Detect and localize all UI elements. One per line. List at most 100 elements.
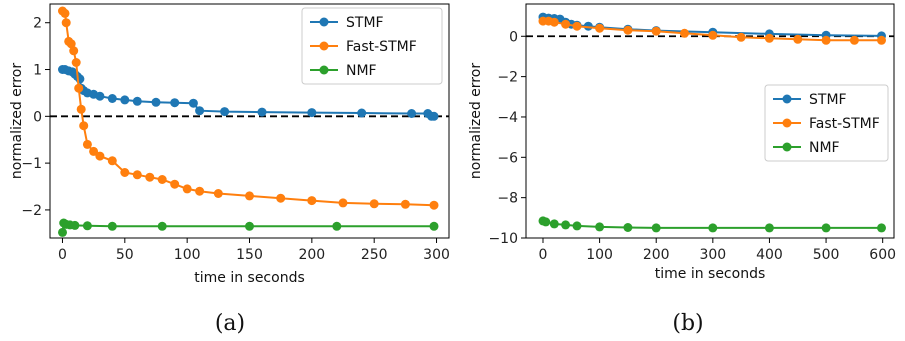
data-point xyxy=(595,23,605,33)
data-point xyxy=(572,221,582,231)
x-tick-label: 600 xyxy=(869,247,896,263)
data-point xyxy=(95,91,105,101)
chart-panel-a: 0 50 100 150 200 250 300 2 1 0 −1 −2 time in seconds… xyxy=(9,3,450,336)
data-point xyxy=(66,39,76,49)
data-point xyxy=(849,35,859,45)
y-tick-label: 0 xyxy=(509,29,518,45)
y-tick-label: −8 xyxy=(497,191,518,207)
legend-entry-label: NMF xyxy=(809,140,840,156)
data-point xyxy=(245,191,254,201)
data-point xyxy=(708,223,718,233)
legend-entry-label: STMF xyxy=(346,15,384,31)
data-point xyxy=(213,189,223,198)
series-stmf xyxy=(58,65,439,121)
data-point xyxy=(151,97,161,107)
data-point xyxy=(157,175,167,184)
data-point xyxy=(764,223,774,233)
legend-swatch-marker xyxy=(782,94,792,104)
series-line xyxy=(543,20,882,42)
data-point xyxy=(429,200,439,210)
data-point xyxy=(338,198,348,208)
data-point xyxy=(793,34,803,44)
data-point xyxy=(132,96,142,106)
data-point xyxy=(708,30,718,40)
data-point xyxy=(220,107,230,117)
legend: STMF Fast-STMF NMF xyxy=(764,84,889,162)
data-point xyxy=(120,168,130,177)
data-point xyxy=(357,108,367,118)
data-point xyxy=(276,193,286,203)
y-tick-label: −1 xyxy=(21,156,42,172)
legend-entry-label: STMF xyxy=(809,92,847,108)
data-point xyxy=(561,220,571,230)
series-fast-stmf xyxy=(58,6,439,210)
data-point xyxy=(877,223,886,233)
series-nmf xyxy=(538,216,886,233)
data-point xyxy=(541,217,551,227)
data-point xyxy=(74,83,84,93)
x-tick-label: 200 xyxy=(643,247,670,263)
data-point xyxy=(680,28,689,38)
data-point xyxy=(95,151,105,161)
legend-entry-label: Fast-STMF xyxy=(346,39,417,55)
x-tick-label: 300 xyxy=(423,247,450,263)
data-point xyxy=(407,109,417,118)
data-point xyxy=(195,186,205,196)
data-point xyxy=(61,18,71,28)
legend-box xyxy=(764,84,889,162)
data-point xyxy=(332,221,342,231)
data-point xyxy=(82,139,92,149)
data-point xyxy=(132,170,142,180)
data-point xyxy=(429,111,439,121)
y-tick-label: −2 xyxy=(497,70,518,86)
panel-caption: (a) xyxy=(215,311,245,336)
data-point xyxy=(429,221,439,231)
data-point xyxy=(572,21,582,31)
legend-swatch-marker xyxy=(319,65,329,75)
x-tick-label: 500 xyxy=(813,247,840,263)
data-point xyxy=(561,19,571,29)
data-point xyxy=(400,199,410,209)
y-tick-label: −6 xyxy=(497,150,518,166)
data-point xyxy=(76,104,86,114)
data-point xyxy=(82,221,92,231)
data-point xyxy=(157,221,167,231)
chart-panel-b: 0 100 200 300 400 500 600 0 −2 −4 −6 −8 −10 time in s… xyxy=(468,3,896,336)
legend-box xyxy=(301,7,443,85)
legend-swatch-marker xyxy=(319,17,329,27)
y-tick-label: −2 xyxy=(21,203,42,219)
x-tick-label: 300 xyxy=(699,247,726,263)
data-point xyxy=(58,227,67,237)
data-point xyxy=(549,219,559,229)
panel-caption: (b) xyxy=(672,311,703,336)
x-tick-label: 150 xyxy=(236,247,263,263)
x-tick-label: 0 xyxy=(58,247,67,263)
x-tick-label: 100 xyxy=(174,247,201,263)
legend-entry-label: NMF xyxy=(346,63,377,79)
data-point xyxy=(623,223,633,232)
data-point xyxy=(107,221,117,231)
data-point xyxy=(623,25,633,35)
data-point xyxy=(79,121,89,131)
legend-swatch-marker xyxy=(782,118,792,128)
data-point xyxy=(70,220,80,230)
x-tick-label: 400 xyxy=(756,247,783,263)
data-point xyxy=(307,196,317,206)
data-point xyxy=(89,146,99,156)
data-point xyxy=(120,95,130,105)
data-point xyxy=(107,94,117,103)
x-axis-label: time in seconds xyxy=(194,270,305,286)
data-point xyxy=(107,156,117,166)
data-point xyxy=(170,98,180,108)
data-point xyxy=(195,106,205,116)
data-point xyxy=(69,46,79,56)
data-point xyxy=(188,98,198,108)
data-point xyxy=(764,33,774,43)
data-point xyxy=(369,199,379,209)
series-nmf xyxy=(58,218,439,237)
series-fast-stmf xyxy=(538,16,886,45)
data-point xyxy=(145,172,155,182)
data-point xyxy=(651,26,661,36)
legend-swatch-marker xyxy=(782,142,792,152)
data-point xyxy=(182,184,192,194)
